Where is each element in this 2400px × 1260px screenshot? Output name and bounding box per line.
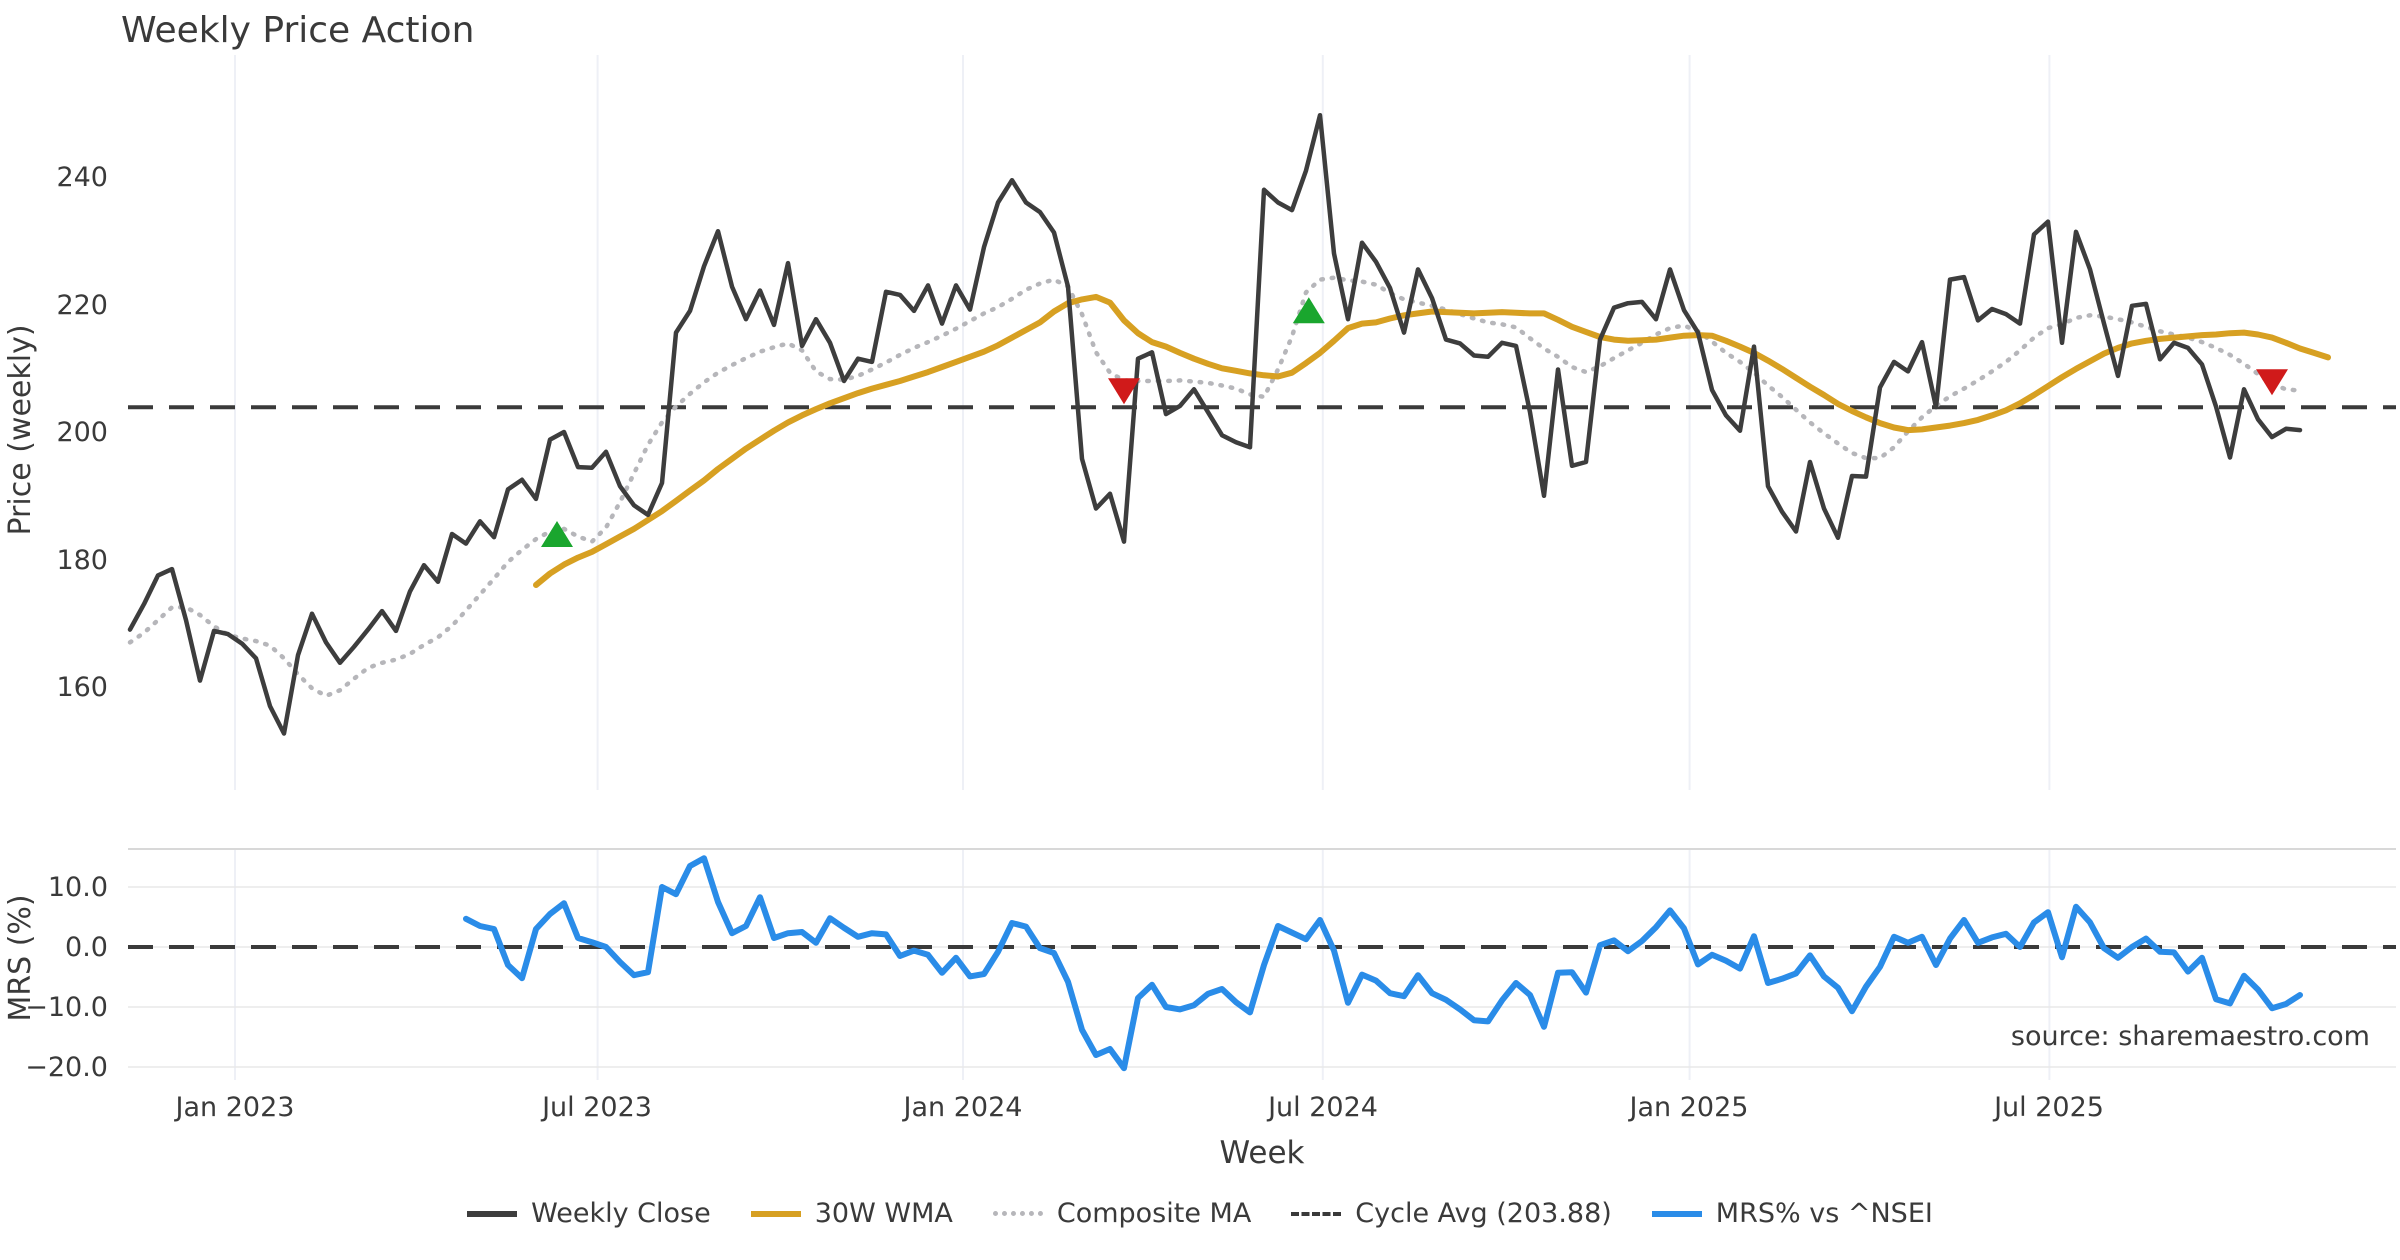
price-axis-title: Price (weekly) bbox=[3, 324, 38, 535]
mrs-tick-labels: 10.0 0.0 −10.0 −20.0 bbox=[25, 872, 108, 1083]
x-tick: Jan 2024 bbox=[902, 1092, 1023, 1123]
legend-item-weekly-close: Weekly Close bbox=[467, 1198, 711, 1229]
legend-label: Composite MA bbox=[1056, 1198, 1252, 1229]
buy-signal-marker-icon bbox=[1292, 297, 1325, 324]
cycle-avg-dashed-line-icon bbox=[1291, 1211, 1342, 1216]
sell-signal-marker-icon bbox=[1108, 378, 1140, 405]
weekly-close-line-icon bbox=[467, 1210, 518, 1217]
sell-signal-marker-icon bbox=[2256, 369, 2288, 396]
mrs-tick: 0.0 bbox=[65, 932, 108, 963]
mrs-tick: −10.0 bbox=[25, 992, 108, 1023]
x-tick: Jul 2025 bbox=[1992, 1092, 2104, 1123]
series-lines bbox=[127, 112, 2396, 1072]
composite-ma-dotted-line-icon bbox=[992, 1211, 1043, 1216]
legend-label: 30W WMA bbox=[814, 1198, 953, 1229]
legend-label: Cycle Avg (203.88) bbox=[1355, 1198, 1612, 1229]
mrs-tick: 10.0 bbox=[48, 872, 108, 903]
legend-label: MRS% vs ^NSEI bbox=[1715, 1198, 1933, 1229]
x-tick: Jan 2025 bbox=[1628, 1092, 1749, 1123]
legend: Weekly Close 30W WMA Composite MA Cycle … bbox=[0, 1198, 2400, 1229]
signal-markers bbox=[541, 297, 2288, 547]
mrs-tick: −20.0 bbox=[25, 1052, 108, 1083]
legend-item-cycle-avg: Cycle Avg (203.88) bbox=[1291, 1198, 1612, 1229]
wma-line-icon bbox=[750, 1210, 801, 1217]
price-tick: 240 bbox=[56, 162, 108, 193]
price-tick: 200 bbox=[56, 417, 108, 448]
x-tick-labels: Jan 2023 Jul 2023 Jan 2024 Jul 2024 Jan … bbox=[174, 1092, 2104, 1123]
legend-item-composite-ma: Composite MA bbox=[992, 1198, 1252, 1229]
mrs-axis-title: MRS (%) bbox=[3, 894, 38, 1021]
source-note: source: sharemaestro.com bbox=[2011, 1021, 2370, 1052]
price-tick-labels: 240 220 200 180 160 bbox=[56, 162, 108, 703]
chart-title: Weekly Price Action bbox=[121, 10, 474, 51]
x-tick: Jul 2024 bbox=[1266, 1092, 1378, 1123]
price-tick: 220 bbox=[56, 290, 108, 321]
legend-item-30w-wma: 30W WMA bbox=[750, 1198, 953, 1229]
price-tick: 160 bbox=[56, 672, 108, 703]
x-tick: Jul 2023 bbox=[540, 1092, 652, 1123]
legend-label: Weekly Close bbox=[531, 1198, 711, 1229]
x-tick: Jan 2023 bbox=[174, 1092, 295, 1123]
buy-signal-marker-icon bbox=[541, 521, 573, 547]
legend-item-mrs: MRS% vs ^NSEI bbox=[1651, 1198, 1933, 1229]
x-axis-title: Week bbox=[1220, 1135, 1305, 1171]
mrs-line-icon bbox=[1651, 1210, 1702, 1217]
price-tick: 180 bbox=[56, 545, 108, 576]
